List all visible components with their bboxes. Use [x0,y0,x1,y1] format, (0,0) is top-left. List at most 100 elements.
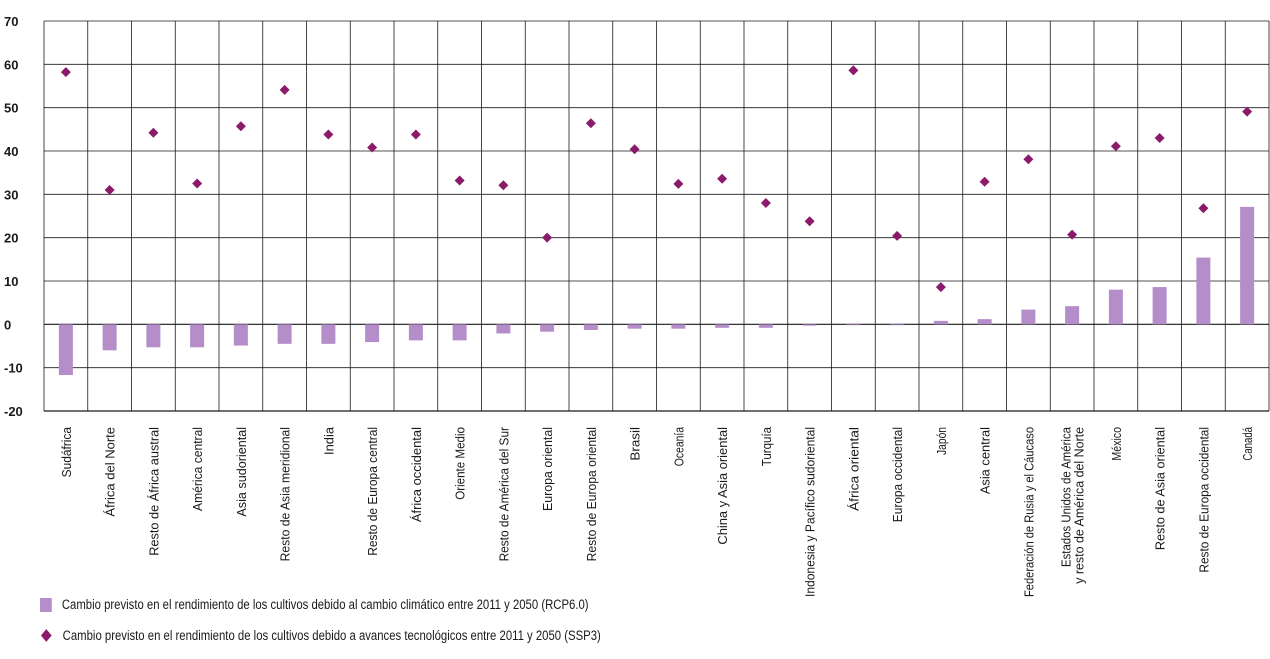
x-tick-label: China y Asia oriental [716,427,730,545]
x-tick-label: América central [191,427,205,511]
scatter-point [148,127,159,138]
x-tick-label: Japón [935,427,949,455]
scatter-point [673,178,684,189]
x-tick-label: Asia sudoriental [235,427,249,517]
bar [933,320,948,325]
x-tick-label-line: Oceanía [672,427,686,466]
y-tick-label: -20 [4,404,23,419]
bar [627,324,642,329]
scatter-point [717,173,728,184]
x-tick-label-line: Sudáfrica [60,427,74,477]
x-tick-label-line: Resto de Europa central [366,427,380,556]
legend-label-technology: Cambio previsto en el rendimiento de los… [62,628,601,643]
x-tick-label: Resto de América del Sur [497,427,511,561]
bar [277,324,292,344]
x-tick-label-line: Resto de Europa oriental [585,427,599,561]
x-tick-label-line: Resto de África austral [146,427,161,556]
x-tick-label: Resto de Asia meridional [279,427,293,561]
x-tick-label: África oriental [846,427,861,511]
x-tick-label-line: y resto de América del Norte [1073,427,1087,584]
x-tick-label: Asia central [979,427,993,494]
y-tick-label: 40 [4,144,18,159]
bar [846,324,861,326]
scatter-point [629,144,640,155]
bar [1196,257,1211,325]
x-tick-label: Oriente Medio [454,427,468,500]
x-tick-label: India [322,427,336,455]
bar [58,324,73,376]
x-tick-label: Canadá [1241,427,1255,461]
x-tick-label: Europa occidental [891,427,905,522]
scatter-point [454,175,465,186]
scatter-point [892,230,903,241]
x-tick-label: Turquía [760,427,774,466]
x-tick-label: Sudáfrica [60,427,74,477]
bar [540,324,555,332]
y-tick-label: 10 [4,274,18,289]
scatter-point [542,232,553,243]
x-tick-label-line: América central [191,427,205,511]
bar [583,324,598,330]
bar [977,319,992,325]
bar [1240,206,1255,325]
bar [802,324,817,326]
scatter-point [104,185,115,195]
scatter-point [279,84,290,95]
legend-item-technology: Cambio previsto en el rendimiento de los… [40,628,601,643]
bar [321,324,336,344]
scatter-point [804,216,815,227]
legend-label-climate-change: Cambio previsto en el rendimiento de los… [61,597,589,612]
x-tick-label: Resto de Europa central [366,427,380,556]
x-tick-label-line: Brasil [629,427,643,461]
scatter-point [935,282,946,293]
x-tick-label-line: Canadá [1241,427,1255,461]
bar [102,324,117,351]
y-tick-label: 50 [4,101,18,116]
x-tick-label: Brasil [629,427,643,461]
bar [758,324,773,328]
x-tick-label-line: África occidental [409,427,424,522]
bar [365,324,380,343]
x-tick-label-line: Resto de Europa occidental [1197,427,1211,573]
x-tick-label: México [1110,427,1124,461]
x-tick-label-line: Europa oriental [541,427,555,511]
scatter-point [1198,203,1209,214]
bar [671,324,686,329]
scatter-point [1067,229,1078,240]
y-tick-label: 70 [4,14,18,29]
scatter-point [498,180,509,191]
x-tick-label: África occidental [409,427,424,522]
x-tick-label-line: México [1110,427,1124,461]
x-tick-label: África del Norte [103,427,118,517]
bar [146,324,161,348]
legend-diamond-swatch [40,629,52,642]
x-tick-label: Resto de Europa occidental [1197,427,1211,573]
bar [1108,289,1123,325]
y-tick-label: 20 [4,231,18,246]
legend-item-climate-change: Cambio previsto en el rendimiento de los… [40,597,589,612]
scatter-point [1110,141,1121,152]
x-tick-label: Indonesia y Pacífico sudoriental [804,427,818,597]
x-tick-label-line: Resto de América del Sur [497,427,511,561]
bar [890,324,905,326]
x-tick-label: Europa oriental [541,427,555,511]
x-tick-label: Federación de Rusia y el Cáucaso [1022,427,1036,597]
bar [408,324,423,341]
x-tick-label-line: India [322,427,336,455]
x-tick-label-line: Federación de Rusia y el Cáucaso [1022,427,1036,597]
x-tick-label: Estados Unidos de América y resto de Amér… [1060,427,1087,584]
x-tick-label: Resto de África austral [146,427,161,556]
scatter-point [760,198,771,208]
scatter-point [848,65,859,76]
x-tick-label-line: Japón [935,427,949,455]
x-tick-label-line: Turquía [760,427,774,466]
bar [496,324,511,334]
scatter-point [979,176,990,187]
x-tick-label-line: Indonesia y Pacífico sudoriental [804,427,818,597]
scatter-point [367,142,378,153]
scatter-point [60,67,71,78]
scatter-point [235,121,246,132]
bar [1021,309,1036,325]
scatter-point [1023,154,1034,165]
bar [1152,287,1167,325]
